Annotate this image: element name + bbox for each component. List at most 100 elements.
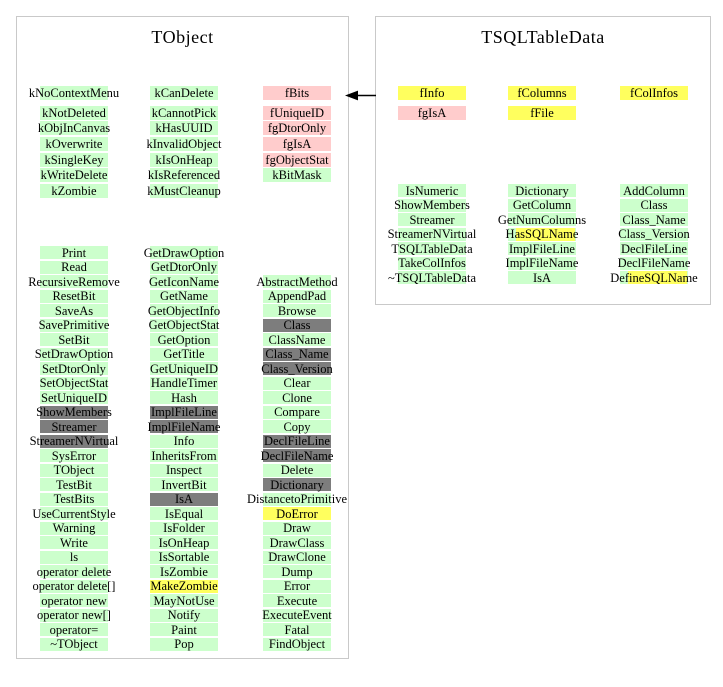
method-item[interactable]: ImplFileLine xyxy=(508,242,576,255)
method-item[interactable]: ShowMembers xyxy=(394,198,470,212)
method-item[interactable]: TObject xyxy=(40,463,108,477)
method-item[interactable]: Delete xyxy=(263,463,331,477)
method-item[interactable]: GetOption xyxy=(150,333,218,346)
method-item[interactable]: Hash xyxy=(150,391,218,404)
member-item[interactable]: fFile xyxy=(508,105,576,120)
method-item[interactable]: Write xyxy=(40,536,108,549)
member-item[interactable]: kHasUUID xyxy=(150,121,218,136)
method-item[interactable]: SetUniqueID xyxy=(40,391,108,404)
member-item[interactable]: kIsOnHeap xyxy=(150,152,218,167)
method-item[interactable]: UseCurrentStyle xyxy=(32,507,116,520)
method-item[interactable]: Browse xyxy=(263,304,331,317)
method-item[interactable]: SetObjectStat xyxy=(40,376,108,390)
method-item[interactable]: operator delete xyxy=(37,565,111,578)
member-item[interactable]: kMustCleanup xyxy=(147,184,221,199)
method-item[interactable]: Paint xyxy=(150,623,218,636)
method-item[interactable]: Info xyxy=(150,434,218,448)
method-item[interactable]: IsSortable xyxy=(150,550,218,564)
method-item[interactable]: Streamer xyxy=(398,213,466,226)
method-item[interactable]: Compare xyxy=(263,405,331,419)
member-item[interactable]: kIsReferenced xyxy=(148,168,220,183)
method-item[interactable]: IsEqual xyxy=(150,507,218,520)
method-item[interactable]: ImplFileName xyxy=(148,420,220,433)
method-item[interactable]: Class_Name xyxy=(263,347,331,361)
method-item[interactable]: StreamerNVirtual xyxy=(30,434,118,448)
method-item[interactable]: Class_Version xyxy=(618,227,690,241)
method-item[interactable]: Streamer xyxy=(40,420,108,433)
method-item[interactable]: InheritsFrom xyxy=(150,449,218,462)
method-item[interactable]: GetColumn xyxy=(508,198,576,212)
method-item[interactable]: IsNumeric xyxy=(398,184,466,197)
member-item[interactable]: kWriteDelete xyxy=(40,168,108,183)
member-item[interactable]: fColumns xyxy=(508,86,576,100)
method-item[interactable]: IsFolder xyxy=(150,521,218,535)
method-item[interactable]: HasSQLName xyxy=(506,227,578,241)
method-item[interactable]: MakeZombie xyxy=(150,579,218,593)
method-item[interactable]: Warning xyxy=(40,521,108,535)
method-item[interactable]: GetUniqueID xyxy=(150,362,218,375)
method-item[interactable]: ~TObject xyxy=(40,637,108,651)
method-item[interactable]: GetName xyxy=(150,289,218,303)
method-item[interactable]: StreamerNVirtual xyxy=(388,227,476,241)
method-item[interactable]: Notify xyxy=(150,608,218,622)
method-item[interactable]: DefineSQLName xyxy=(610,271,698,284)
method-item[interactable]: TSQLTableData xyxy=(391,242,473,255)
method-item[interactable]: Dictionary xyxy=(508,184,576,197)
method-item[interactable]: MayNotUse xyxy=(150,594,218,607)
method-item[interactable]: Inspect xyxy=(150,463,218,477)
method-item[interactable]: DeclFileName xyxy=(618,256,690,270)
member-item[interactable]: kNotDeleted xyxy=(40,105,108,120)
method-item[interactable]: Class xyxy=(620,198,688,212)
method-item[interactable]: Clear xyxy=(263,376,331,390)
member-item[interactable]: kObjInCanvas xyxy=(38,121,110,136)
method-item[interactable]: AbstractMethod xyxy=(256,275,338,288)
method-item[interactable]: IsOnHeap xyxy=(150,536,218,549)
method-item[interactable]: HandleTimer xyxy=(150,376,218,390)
method-item[interactable]: Class_Name xyxy=(620,213,688,226)
method-item[interactable]: GetObjectStat xyxy=(149,318,219,332)
method-item[interactable]: GetIconName xyxy=(149,275,219,288)
method-item[interactable]: DrawClone xyxy=(263,550,331,564)
method-item[interactable]: Error xyxy=(263,579,331,593)
method-item[interactable]: operator= xyxy=(40,623,108,636)
method-item[interactable]: Print xyxy=(40,246,108,259)
member-item[interactable]: fInfo xyxy=(398,86,466,100)
method-item[interactable]: IsZombie xyxy=(150,565,218,578)
method-item[interactable]: AddColumn xyxy=(620,184,688,197)
method-item[interactable]: SysError xyxy=(40,449,108,462)
method-item[interactable]: TakeColInfos xyxy=(398,256,466,270)
method-item[interactable]: SavePrimitive xyxy=(39,318,109,332)
method-item[interactable]: Class xyxy=(263,318,331,332)
method-item[interactable]: ExecuteEvent xyxy=(262,608,332,622)
method-item[interactable]: DoError xyxy=(263,507,331,520)
method-item[interactable]: Clone xyxy=(263,391,331,404)
method-item[interactable]: ImplFileLine xyxy=(150,405,218,419)
member-item[interactable]: fUniqueID xyxy=(263,105,331,120)
method-item[interactable]: GetObjectInfo xyxy=(148,304,220,317)
method-item[interactable]: ShowMembers xyxy=(36,405,112,419)
method-item[interactable]: SetDtorOnly xyxy=(40,362,108,375)
method-item[interactable]: InvertBit xyxy=(150,478,218,491)
method-item[interactable]: Pop xyxy=(150,637,218,651)
method-item[interactable]: DeclFileLine xyxy=(263,434,331,448)
member-item[interactable]: fColInfos xyxy=(620,86,688,100)
method-item[interactable]: FindObject xyxy=(263,637,331,651)
method-item[interactable]: RecursiveRemove xyxy=(28,275,120,288)
member-item[interactable]: fBits xyxy=(263,86,331,100)
member-item[interactable]: kNoContextMenu xyxy=(29,86,119,100)
method-item[interactable]: ResetBit xyxy=(40,289,108,303)
member-item[interactable]: kBitMask xyxy=(263,168,331,183)
member-item[interactable]: fgIsA xyxy=(398,105,466,120)
method-item[interactable]: GetDtorOnly xyxy=(150,260,218,274)
method-item[interactable]: SetBit xyxy=(40,333,108,346)
method-item[interactable]: IsA xyxy=(150,492,218,506)
member-item[interactable]: fgObjectStat xyxy=(263,152,331,167)
method-item[interactable]: operator new[] xyxy=(37,608,111,622)
method-item[interactable]: Class_Version xyxy=(261,362,333,375)
method-item[interactable]: DeclFileLine xyxy=(620,242,688,255)
method-item[interactable]: GetNumColumns xyxy=(498,213,586,226)
method-item[interactable]: Fatal xyxy=(263,623,331,636)
method-item[interactable]: operator new xyxy=(40,594,108,607)
member-item[interactable]: kSingleKey xyxy=(40,152,108,167)
member-item[interactable]: fgDtorOnly xyxy=(263,121,331,136)
